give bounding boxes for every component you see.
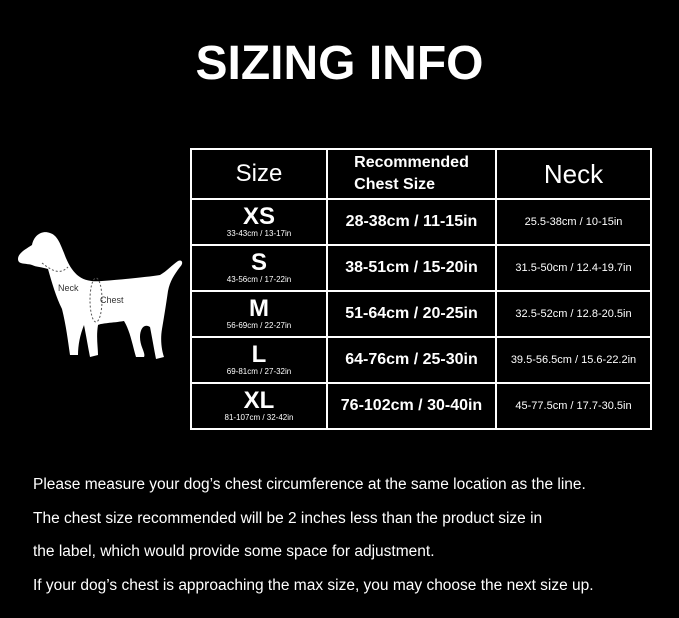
size-range: 43-56cm / 17-22in [226, 275, 292, 284]
note-line: If your dog’s chest is approaching the m… [33, 576, 594, 594]
chest-label: Chest [100, 295, 124, 305]
size-range: 69-81cm / 27-32in [226, 367, 292, 376]
neck-label: Neck [58, 283, 79, 293]
measurement-notes: Please measure your dog’s chest circumfe… [33, 468, 594, 602]
table-row: S 43-56cm / 17-22in 38-51cm / 15-20in 31.… [190, 244, 652, 292]
chest-value: 51-64cm / 20-25in [326, 290, 497, 338]
size-label: M [249, 295, 269, 322]
neck-value: 25.5-38cm / 10-15in [495, 198, 652, 246]
neck-value: 39.5-56.5cm / 15.6-22.2in [495, 336, 652, 384]
page-title: SIZING INFO [195, 37, 484, 90]
dog-illustration: Neck Chest [18, 232, 183, 359]
size-label: XL [243, 387, 275, 414]
size-label: XS [242, 203, 275, 230]
header-neck: Neck [543, 158, 604, 189]
sizing-table: Size Recommended Chest Size Neck XS 33-43c… [190, 148, 652, 430]
table-header: Size Recommended Chest Size Neck [190, 148, 652, 200]
size-range: 33-43cm / 13-17in [226, 229, 292, 238]
header-size: Size [235, 160, 283, 187]
chest-value: 28-38cm / 11-15in [326, 198, 497, 246]
size-label: L [251, 341, 267, 368]
neck-value: 45-77.5cm / 17.7-30.5in [495, 382, 652, 430]
chest-value: 38-51cm / 15-20in [326, 244, 497, 292]
note-line: The chest size recommended will be 2 inc… [33, 509, 543, 527]
table-row: M 56-69cm / 22-27in 51-64cm / 20-25in 32.… [190, 290, 652, 338]
size-range: 56-69cm / 22-27in [226, 321, 292, 330]
table-row: XS 33-43cm / 13-17in 28-38cm / 11-15in 25… [190, 198, 652, 246]
neck-value: 31.5-50cm / 12.4-19.7in [495, 244, 652, 292]
note-line: Please measure your dog’s chest circumfe… [33, 476, 586, 493]
note-line: the label, which would provide some spac… [33, 543, 435, 560]
chest-value: 64-76cm / 25-30in [326, 336, 497, 384]
table-row: L 69-81cm / 27-32in 64-76cm / 25-30in 39.… [190, 336, 652, 384]
table-row: XL 81-107cm / 32-42in 76-102cm / 30-40in … [190, 382, 652, 430]
neck-value: 32.5-52cm / 12.8-20.5in [495, 290, 652, 338]
header-chest: Recommended Chest Size [354, 154, 469, 193]
size-range: 81-107cm / 32-42in [224, 413, 294, 422]
size-label: S [250, 249, 267, 276]
chest-value: 76-102cm / 30-40in [326, 382, 497, 430]
